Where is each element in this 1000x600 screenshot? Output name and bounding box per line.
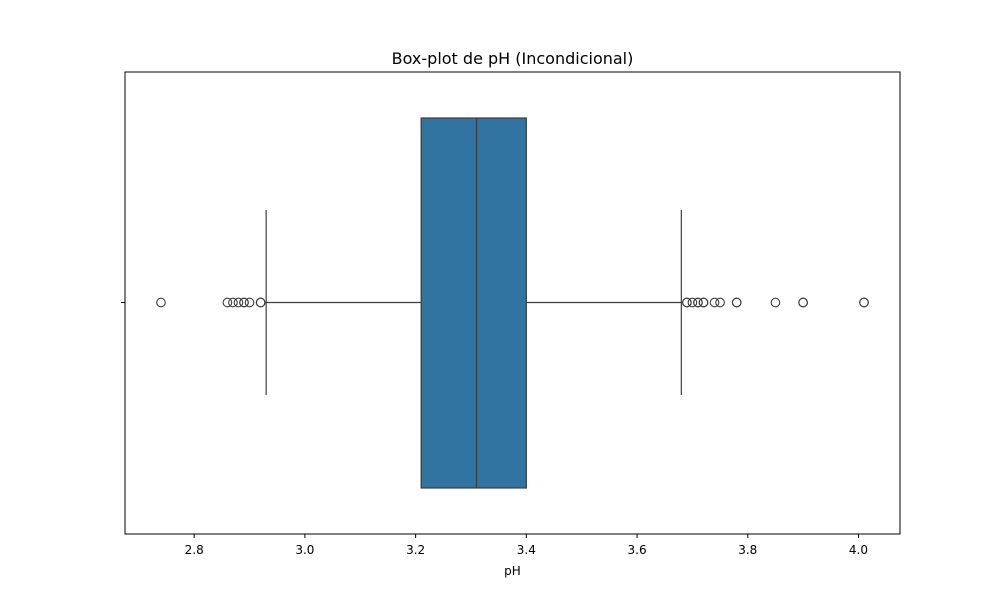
outlier-point xyxy=(239,297,249,308)
outlier-point xyxy=(770,297,781,308)
x-tick-label: 3.0 xyxy=(295,543,314,557)
outlier-point xyxy=(798,297,808,308)
outlier-point xyxy=(731,297,742,308)
outlier-point xyxy=(859,297,869,308)
x-tick-label: 3.2 xyxy=(406,543,425,557)
outlier-point xyxy=(156,297,166,308)
x-tick-label: 3.8 xyxy=(738,543,757,557)
outlier-point xyxy=(255,297,266,308)
x-tick-label: 2.8 xyxy=(185,543,204,557)
outlier-point xyxy=(698,297,709,308)
outlier-point xyxy=(222,297,233,308)
outlier-point xyxy=(233,297,244,308)
x-axis-ticks: 2.8 3.0 3.2 3.4 3.6 3.8 4.0 xyxy=(185,534,868,557)
outlier-point xyxy=(687,297,698,308)
x-tick-label: 3.6 xyxy=(628,543,647,557)
outlier-point xyxy=(228,297,238,308)
plot-frame xyxy=(124,71,901,535)
x-tick-label: 4.0 xyxy=(849,543,868,557)
iqr-box xyxy=(420,117,527,489)
outlier-point xyxy=(682,297,692,308)
chart-title: Box-plot de pH (Incondicional) xyxy=(392,49,634,68)
outlier-point xyxy=(715,297,725,308)
plot-area xyxy=(121,117,869,489)
x-tick-label: 3.4 xyxy=(517,543,536,557)
outlier-point xyxy=(693,297,703,308)
x-axis-label: pH xyxy=(504,564,521,578)
outlier-point xyxy=(709,297,720,308)
outlier-point xyxy=(244,297,255,308)
